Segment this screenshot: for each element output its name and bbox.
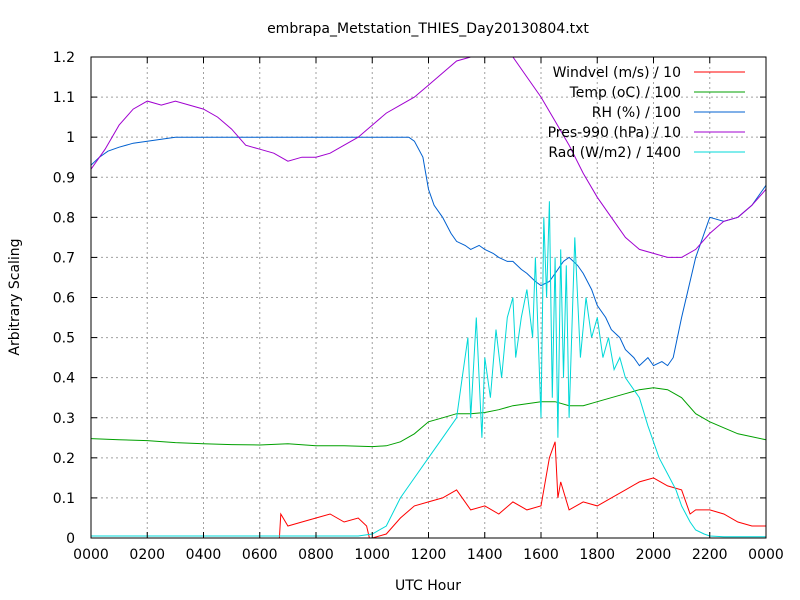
x-tick-label: 0600 — [242, 547, 278, 563]
legend-label-temp: Temp (oC) / 100 — [569, 85, 681, 101]
y-tick-label: 1.2 — [53, 50, 75, 66]
x-tick-label: 0000 — [73, 547, 109, 563]
legend-label-pres: Pres-990 (hPa) / 10 — [548, 125, 681, 141]
y-tick-label: 0.7 — [53, 250, 75, 266]
series-line-pres — [91, 57, 766, 258]
y-tick-label: 0.2 — [53, 451, 75, 467]
x-tick-label: 0400 — [186, 547, 222, 563]
series-line-rh — [91, 136, 766, 367]
x-tick-label: 2200 — [692, 547, 728, 563]
y-tick-label: 0.5 — [53, 331, 75, 347]
series-layer — [91, 57, 766, 538]
y-tick-label: 0.1 — [53, 491, 75, 507]
y-axis-ticks: 0 0.1 0.2 0.3 0.4 0.5 0.6 0.7 0.8 0.9 1 1.1 1.2 — [53, 50, 766, 547]
series-line-windvel — [91, 441, 766, 538]
x-tick-label: 1000 — [354, 547, 390, 563]
y-tick-label: 0.4 — [53, 371, 75, 387]
plot-frame — [90, 56, 767, 539]
y-tick-label: 0.8 — [53, 210, 75, 226]
legend-label-rh: RH (%) / 100 — [592, 105, 681, 121]
y-tick-label: 0 — [66, 531, 75, 547]
x-tick-label: 2000 — [636, 547, 672, 563]
series-line-rad — [91, 201, 766, 538]
x-axis-label: UTC Hour — [395, 578, 461, 594]
x-axis-ticks: 0000 0200 0400 0600 0800 1000 1200 1400 1600 1800… — [73, 57, 784, 563]
legend: Windvel (m/s) / 10 Temp (oC) / 100 RH (%) … — [548, 65, 745, 161]
x-tick-label: 0000 — [748, 547, 784, 563]
y-tick-label: 0.3 — [53, 411, 75, 427]
x-tick-label: 0200 — [129, 547, 165, 563]
legend-label-rad: Rad (W/m2) / 1400 — [548, 145, 681, 161]
chart-title: embrapa_Metstation_THIES_Day20130804.txt — [267, 21, 589, 37]
legend-label-windvel: Windvel (m/s) / 10 — [553, 65, 681, 81]
x-tick-label: 1200 — [411, 547, 447, 563]
y-tick-label: 1.1 — [53, 90, 75, 106]
y-tick-label: 0.6 — [53, 291, 75, 307]
x-tick-label: 0800 — [298, 547, 334, 563]
series-line-temp — [91, 387, 766, 448]
y-tick-label: 1 — [66, 130, 75, 146]
y-tick-label: 0.9 — [53, 170, 75, 186]
x-tick-label: 1600 — [523, 547, 559, 563]
x-tick-label: 1400 — [467, 547, 503, 563]
y-axis-label: Arbitrary Scaling — [7, 238, 23, 355]
x-tick-label: 1800 — [579, 547, 615, 563]
